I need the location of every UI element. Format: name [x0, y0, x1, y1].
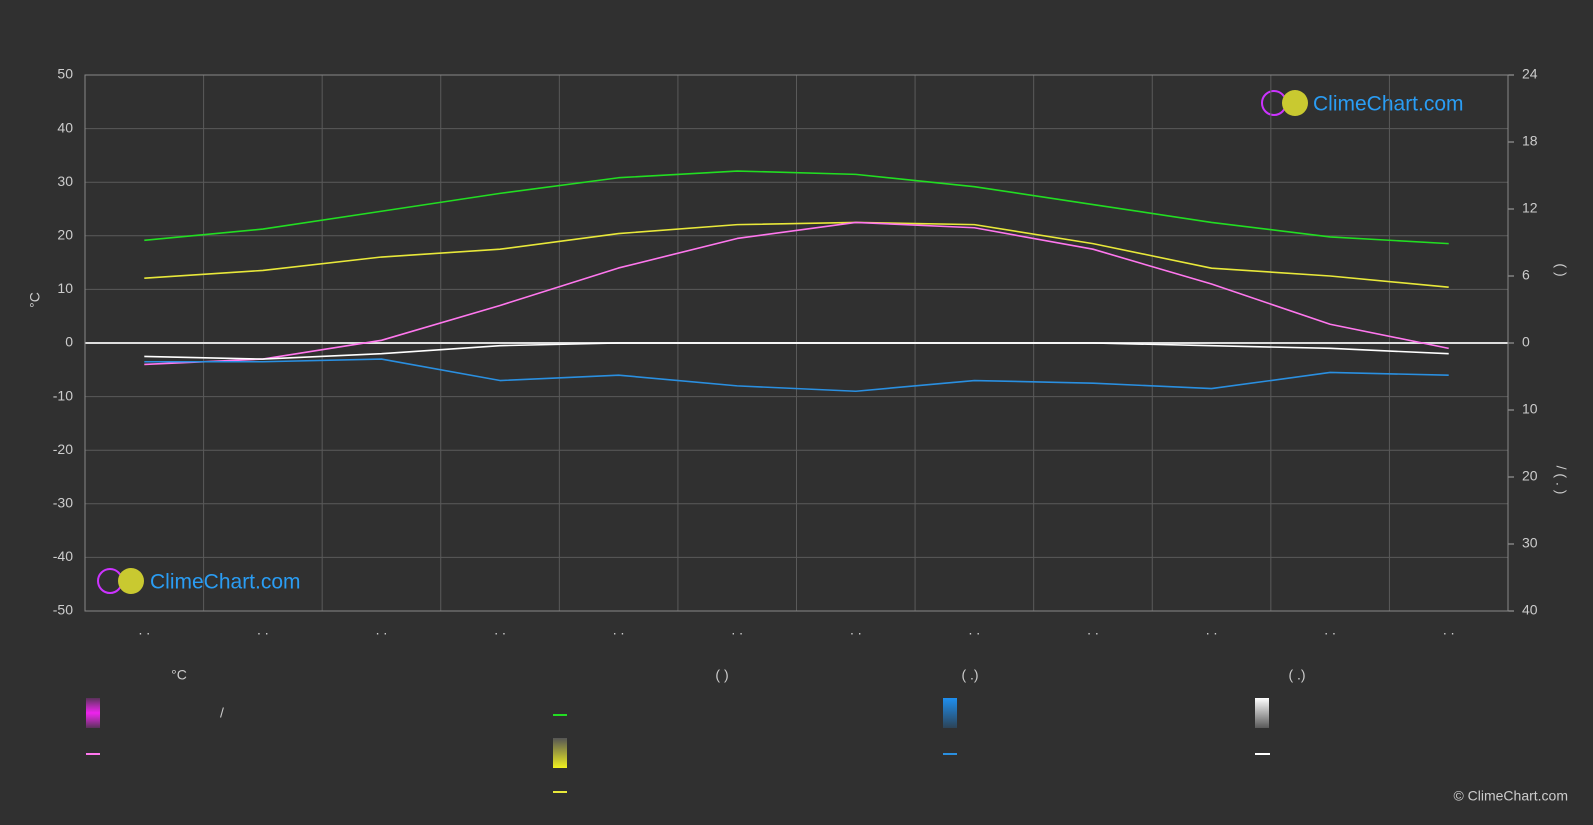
legend-text: / — [220, 705, 224, 721]
series-line — [144, 221, 1449, 366]
y3-tick-label: 40 — [1522, 602, 1538, 618]
x-tick-label: . . — [850, 622, 862, 638]
x-tick-label: . . — [1443, 622, 1455, 638]
series-line — [144, 358, 1449, 393]
y-tick-label: 20 — [57, 227, 73, 243]
y-tick-label: -30 — [53, 495, 73, 511]
y2-tick-label: 0 — [1522, 334, 1530, 350]
series-line — [144, 342, 1449, 360]
legend-header: ( .) — [961, 667, 978, 683]
x-tick-label: . . — [969, 622, 981, 638]
legend-swatch — [943, 698, 957, 728]
y-tick-label: -10 — [53, 387, 73, 403]
y-tick-label: -20 — [53, 441, 73, 457]
plot-frame — [84, 74, 1509, 612]
y-tick-label: 40 — [57, 119, 73, 135]
y3-tick-label: 10 — [1522, 401, 1538, 417]
y-axis-title: °C — [27, 292, 43, 308]
series-line — [144, 221, 1449, 288]
x-tick-label: . . — [494, 622, 506, 638]
x-tick-label: . . — [1324, 622, 1336, 638]
x-tick-label: . . — [613, 622, 625, 638]
copyright: © ClimeChart.com — [1453, 788, 1568, 804]
logo-text: ClimeChart.com — [1313, 93, 1464, 116]
x-tick-label: . . — [376, 622, 388, 638]
legend-header: ( .) — [1288, 667, 1305, 683]
legend-header: ( ) — [715, 667, 728, 683]
y-tick-label: -40 — [53, 548, 73, 564]
y2-tick-label: 24 — [1522, 66, 1538, 82]
y-tick-label: 30 — [57, 173, 73, 189]
y-tick-label: 50 — [57, 66, 73, 82]
y3-axis-title: / ( . ) — [1553, 466, 1569, 495]
legend-swatch — [86, 698, 100, 728]
logo-text: ClimeChart.com — [150, 571, 301, 594]
logo: ClimeChart.com — [97, 568, 301, 594]
x-tick-label: . . — [257, 622, 269, 638]
y2-tick-label: 18 — [1522, 133, 1538, 149]
y-tick-label: 10 — [57, 280, 73, 296]
y2-tick-label: 6 — [1522, 267, 1530, 283]
series-line — [144, 170, 1449, 245]
y-tick-label: 0 — [65, 334, 73, 350]
logo: ClimeChart.com — [1261, 90, 1464, 116]
x-tick-label: . . — [138, 622, 150, 638]
y3-tick-label: 20 — [1522, 468, 1538, 484]
legend-swatch — [553, 738, 567, 768]
y-tick-label: -50 — [53, 602, 73, 618]
y3-tick-label: 30 — [1522, 535, 1538, 551]
x-tick-label: . . — [1087, 622, 1099, 638]
x-tick-label: . . — [1206, 622, 1218, 638]
y2-axis-title: ( ) — [1553, 263, 1569, 276]
legend-header: °C — [171, 667, 187, 683]
legend-swatch — [1255, 698, 1269, 728]
y2-tick-label: 12 — [1522, 200, 1538, 216]
x-tick-label: . . — [731, 622, 743, 638]
